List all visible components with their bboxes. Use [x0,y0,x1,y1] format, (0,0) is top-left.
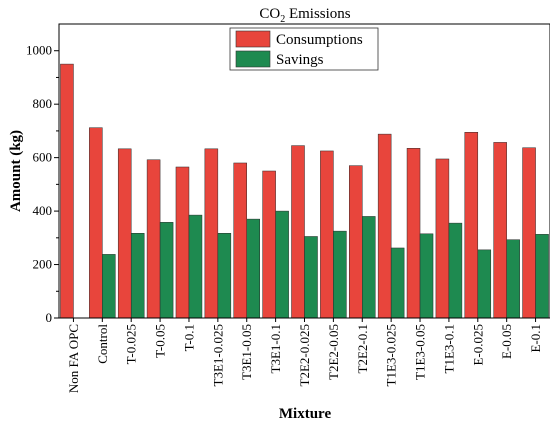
x-tick-label: T3E1-0.1 [268,324,283,373]
bar-consumptions-t3e1-0-025 [204,148,219,319]
x-tick-label: E-0.1 [528,324,543,353]
bar-consumptions-t3e1-0-1 [262,170,276,319]
bar-consumptions-t1e3-0-1 [435,158,450,319]
legend-label-savings: Savings [276,52,324,68]
x-tick-label: T2E2-0.1 [355,324,370,373]
x-tick-label: T-0.05 [153,324,168,358]
x-tick-label: T3E1-0.05 [239,324,254,380]
bar-savings-t2e2-0-025 [304,236,318,319]
bar-savings-t-0-1 [188,214,203,319]
x-tick-label: T2E2-0.05 [326,324,341,380]
bar-savings-t3e1-0-1 [275,210,289,319]
bar-consumptions-t-0-025 [117,148,132,319]
bar-savings-t3e1-0-05 [246,218,260,319]
x-tick-label: E-0.05 [499,324,514,359]
x-axis: Non FA OPC Control T-0.025 T-0.05 T-0.1 T3E1-… [66,318,543,393]
bar-savings-t1e3-0-05 [419,233,434,319]
bar-consumptions-e-0-025 [464,132,479,319]
plot-area [60,63,549,319]
bar-consumptions-t3e1-0-05 [233,162,247,319]
bar-consumptions-t1e3-0-05 [406,148,421,319]
x-tick-label: T3E1-0.025 [210,324,225,386]
bar-consumptions-t2e2-0-05 [320,150,334,319]
x-tick-label: T-0.025 [124,324,139,364]
x-tick-label: T1E3-0.1 [441,324,456,373]
y-tick-label: 600 [33,150,53,165]
x-tick-label: T1E3-0.05 [413,324,428,380]
y-tick-label: 800 [33,96,53,111]
bar-consumptions-e-0-1 [522,147,536,319]
bar-savings-t-0-025 [130,233,145,319]
bar-savings-t3e1-0-025 [217,233,232,319]
chart-title: CO2 Emissions [259,6,350,25]
x-tick-label: E-0.025 [470,324,485,366]
legend-swatch-consumptions [235,30,271,48]
bar-consumptions-t-0-1 [175,166,190,319]
y-tick-label: 1000 [26,43,52,58]
bar-consumptions-e-0-05 [493,142,507,319]
x-tick-label: Control [95,324,110,364]
bar-consumptions-non-fa-opc [60,63,74,319]
x-tick-label: T2E2-0.025 [297,324,312,386]
bar-consumptions-t2e2-0-025 [291,145,305,319]
y-tick-label: 0 [46,310,53,325]
legend-swatch-savings [235,50,271,68]
bar-consumptions-control [89,127,103,319]
bar-consumptions-t-0-05 [146,159,161,319]
x-tick-label: Non FA OPC [66,324,81,393]
bar-savings-t1e3-0-025 [390,247,405,319]
y-axis: 0 200 400 600 800 1000 [26,43,59,325]
x-axis-title: Mixture [279,406,332,422]
bar-savings-t-0-05 [159,222,174,319]
bar-savings-t2e2-0-1 [362,216,376,319]
bar-consumptions-t1e3-0-025 [377,133,392,319]
y-axis-title: Amount (kg) [8,130,24,212]
legend: Consumptions Savings [229,27,379,71]
bar-savings-e-0-025 [477,249,492,319]
bar-consumptions-t2e2-0-1 [349,165,363,319]
bar-savings-control [102,254,116,319]
y-tick-label: 200 [33,257,53,272]
bar-savings-e-0-1 [535,234,549,319]
y-tick-label: 400 [33,203,53,218]
bar-savings-e-0-05 [506,239,520,319]
bar-savings-t2e2-0-05 [333,230,347,319]
legend-label-consumptions: Consumptions [276,32,363,48]
x-tick-label: T1E3-0.025 [384,324,399,386]
x-tick-label: T-0.1 [181,324,196,351]
bar-savings-t1e3-0-1 [448,222,463,319]
